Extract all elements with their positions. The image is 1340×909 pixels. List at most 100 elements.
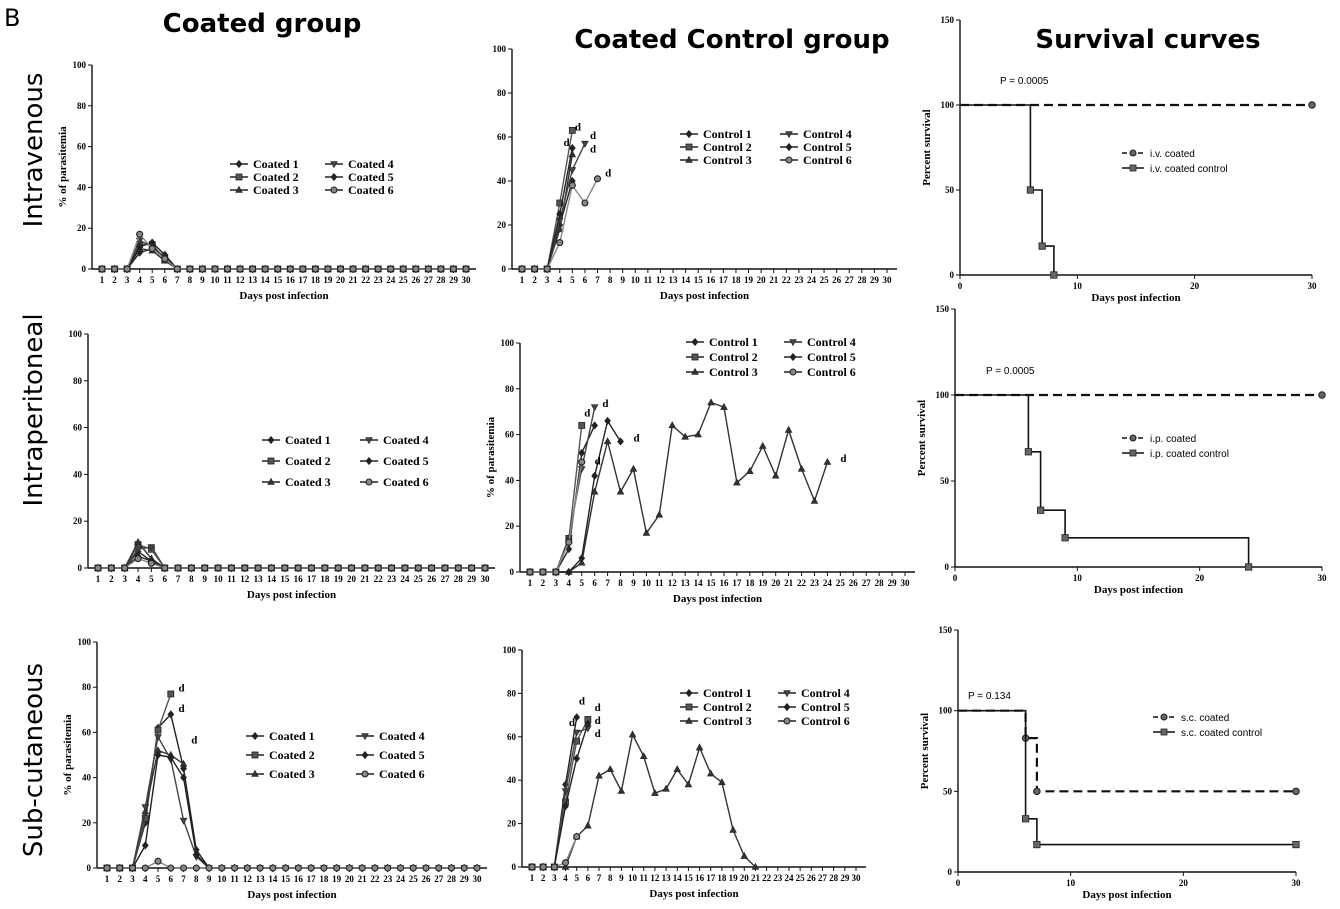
data-point — [136, 242, 144, 251]
series-line — [530, 425, 583, 573]
data-point — [256, 864, 264, 872]
x-tick-label: 15 — [694, 275, 704, 285]
x-axis-label: Days post infection — [247, 589, 336, 601]
data-point — [154, 857, 162, 865]
legend-label: Coated 3 — [253, 183, 299, 197]
data-point — [823, 457, 832, 465]
legend-entry: Control 4 — [784, 335, 856, 349]
y-axis-label: % of parasitemia — [57, 126, 69, 208]
legend-label: Coated 5 — [348, 170, 394, 184]
death-annotation: d — [564, 137, 570, 149]
x-tick-label: 17 — [307, 574, 317, 584]
legend-entry: Coated 6 — [325, 183, 394, 197]
legend-entry: Control 5 — [780, 140, 852, 154]
data-point — [651, 788, 659, 796]
x-tick-label: 22 — [370, 874, 380, 884]
censor-marker — [1038, 242, 1046, 250]
legend-marker — [789, 368, 797, 376]
x-tick-label: 23 — [773, 873, 783, 883]
y-tick-label: 50 — [945, 185, 955, 195]
legend-marker — [1129, 434, 1137, 442]
chart-sc_survival: 0 50 100 150 0 10 20 30 Days post infection Perce… — [919, 625, 1301, 901]
data-point — [642, 528, 651, 536]
data-point — [387, 265, 395, 273]
censor-marker — [1308, 101, 1316, 109]
legend-label: s.c. coated — [1181, 713, 1229, 724]
data-point — [552, 568, 560, 576]
x-tick-label: 18 — [319, 874, 329, 884]
series-line — [102, 241, 466, 270]
death-annotation: d — [595, 728, 601, 740]
y-tick-label: 60 — [82, 727, 92, 737]
x-tick-label: 18 — [717, 873, 727, 883]
data-point — [141, 804, 150, 812]
legend-marker — [251, 769, 259, 777]
data-point — [294, 864, 302, 872]
y-tick-label: 150 — [941, 15, 955, 25]
data-point — [550, 863, 558, 871]
legend-marker — [691, 353, 699, 361]
data-point — [147, 544, 156, 552]
legend-entry: Control 3 — [680, 153, 752, 167]
x-tick-label: 9 — [619, 873, 624, 883]
legend-entry: Control 1 — [686, 335, 758, 349]
y-axis-label: % of parasitemia — [485, 416, 497, 498]
legend-label: Coated 1 — [285, 433, 331, 447]
data-point — [437, 265, 445, 273]
x-tick-label: 30 — [901, 578, 911, 588]
x-tick-label: 19 — [758, 578, 768, 588]
legend-label: Coated 1 — [253, 157, 299, 171]
x-tick-label: 21 — [751, 873, 761, 883]
x-tick-label: 1 — [96, 574, 101, 584]
x-tick-label: 24 — [807, 275, 817, 285]
x-tick-label: 7 — [605, 578, 610, 588]
series-s-c-coated-control — [958, 709, 1300, 849]
column-title-survival: Survival curves — [1035, 25, 1260, 55]
legend-label: s.c. coated control — [1181, 728, 1262, 739]
data-point — [591, 471, 599, 480]
x-tick-label: 10 — [1066, 878, 1076, 888]
x-tick-label: 11 — [223, 275, 232, 285]
series-coated-6 — [103, 857, 481, 872]
x-tick-label: 10 — [217, 874, 227, 884]
data-point — [147, 559, 155, 567]
data-point — [617, 786, 626, 794]
x-tick-label: 22 — [361, 275, 371, 285]
data-point — [384, 864, 392, 872]
data-point — [526, 568, 534, 576]
data-point — [141, 864, 149, 872]
legend-entry: Coated 6 — [356, 767, 425, 781]
series-control-3 — [526, 398, 832, 575]
legend-entry: Coated 1 — [262, 433, 331, 447]
data-point — [349, 265, 357, 273]
x-axis-label: Days post infection — [660, 290, 749, 302]
x-tick-label: 25 — [409, 874, 419, 884]
legend-marker — [267, 435, 275, 445]
legend-marker — [235, 185, 243, 193]
x-tick-label: 18 — [745, 578, 755, 588]
data-point — [568, 127, 576, 134]
legend-label: Coated 2 — [285, 454, 331, 468]
legend-entry: Control 2 — [680, 700, 752, 714]
y-tick-label: 0 — [78, 563, 83, 573]
censor-marker — [1318, 391, 1326, 399]
y-tick-label: 100 — [503, 645, 517, 655]
x-tick-label: 13 — [681, 578, 691, 588]
x-tick-label: 3 — [552, 873, 557, 883]
data-point — [173, 265, 181, 273]
data-point — [718, 778, 726, 786]
data-point — [584, 719, 592, 728]
data-point — [311, 265, 319, 273]
legend-entry: Control 6 — [780, 153, 852, 167]
x-tick-label: 7 — [175, 275, 180, 285]
data-point — [784, 425, 793, 433]
data-point — [572, 729, 581, 737]
y-tick-label: 60 — [507, 732, 517, 742]
legend-label: Coated 6 — [348, 183, 394, 197]
data-point — [412, 265, 420, 273]
death-annotation: d — [840, 453, 846, 465]
data-point — [684, 780, 693, 788]
x-tick-label: 13 — [662, 873, 672, 883]
